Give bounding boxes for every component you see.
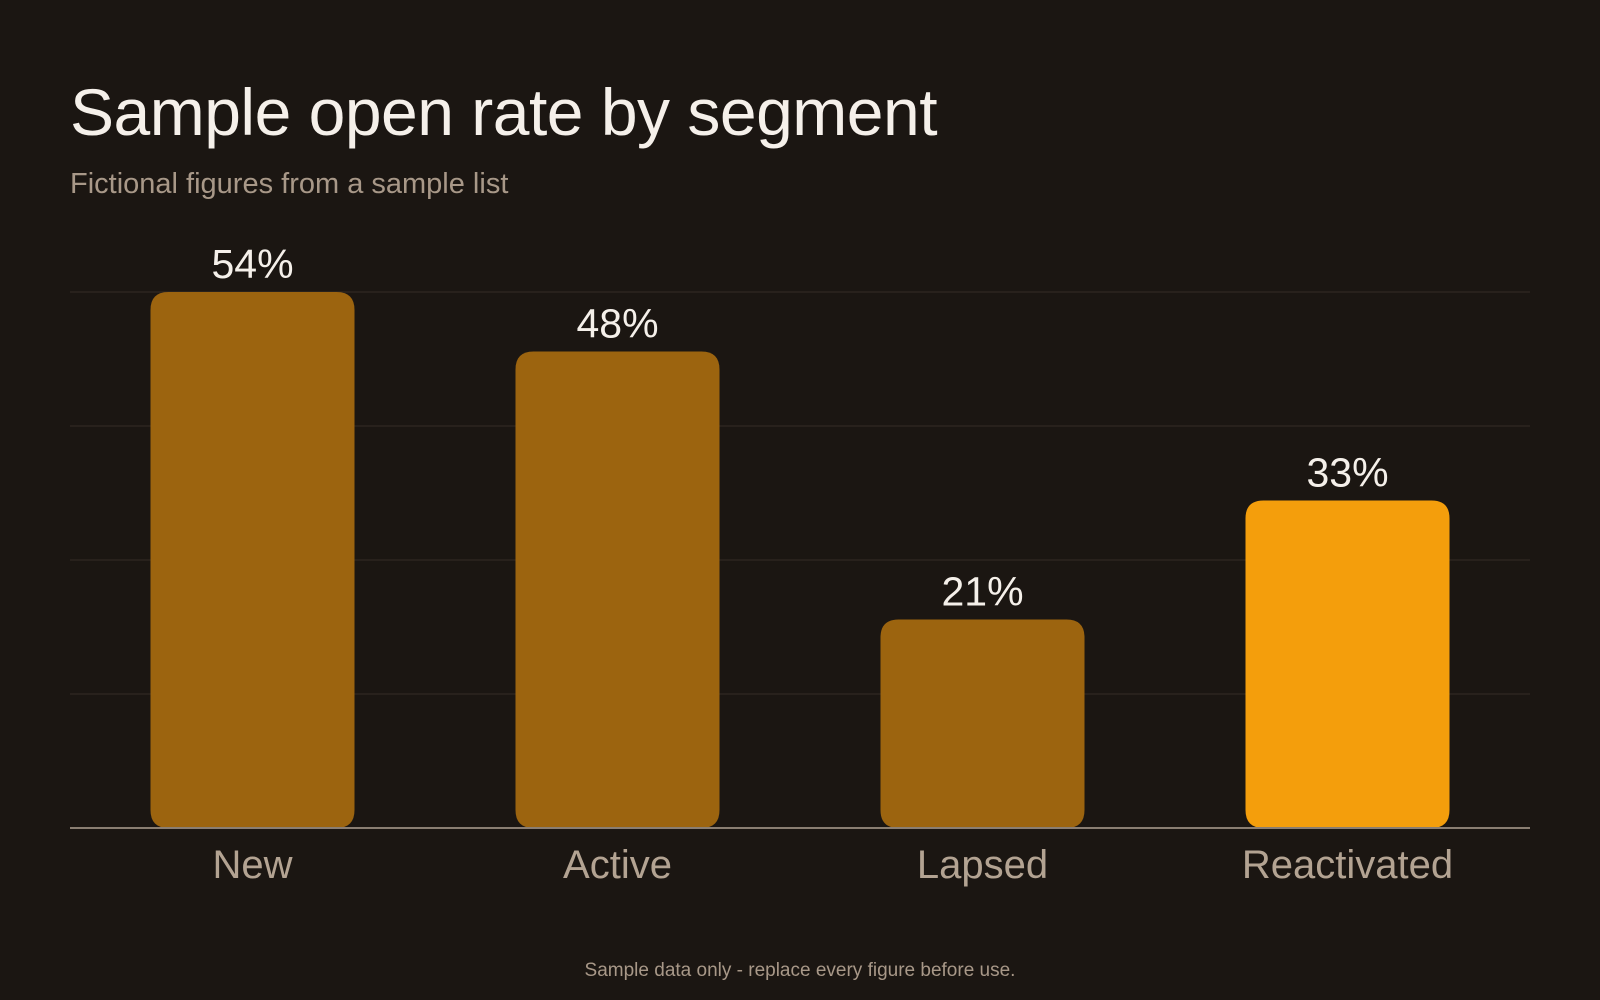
category-label: Reactivated: [1242, 843, 1453, 887]
bar-lapsed: [880, 619, 1085, 828]
bar-active: [515, 351, 720, 828]
chart-title: Sample open rate by segment: [70, 75, 938, 149]
category-label: Active: [563, 843, 672, 887]
footer-note: Sample data only - replace every figure …: [584, 960, 1016, 981]
value-label: 48%: [576, 301, 658, 347]
chart-subtitle: Fictional figures from a sample list: [70, 168, 509, 200]
bar-reactivated: [1245, 500, 1450, 828]
value-label: 21%: [941, 569, 1023, 615]
value-label: 33%: [1306, 449, 1388, 495]
bar-new: [150, 292, 355, 828]
category-label: Lapsed: [917, 843, 1048, 887]
category-label: New: [212, 843, 292, 887]
value-label: 54%: [211, 241, 293, 287]
